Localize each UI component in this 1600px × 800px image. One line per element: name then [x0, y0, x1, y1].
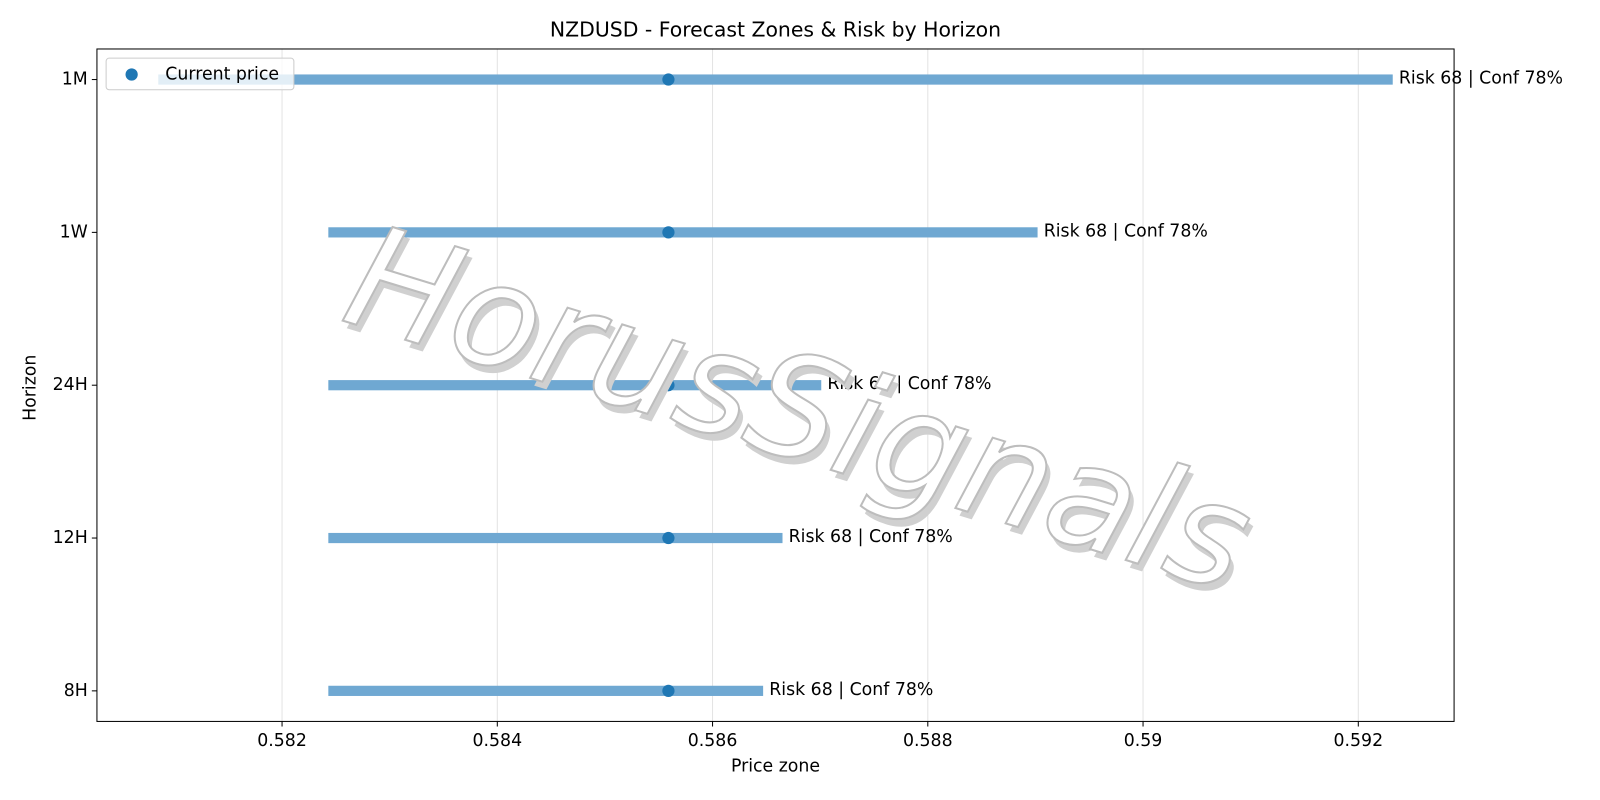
watermark: HorusSignals HorusSignals: [328, 191, 1273, 632]
bar-annotation: Risk 68 | Conf 78%: [1044, 221, 1208, 241]
x-tick-label: 0.59: [1124, 731, 1163, 751]
legend: Current price: [105, 57, 295, 91]
current-price-dot: [662, 684, 675, 697]
bar-annotation: Risk 68 | Conf 78%: [789, 527, 953, 547]
x-tick-label: 0.582: [257, 731, 307, 751]
y-tick-label: 12H: [53, 528, 88, 548]
current-price-dot: [662, 379, 675, 392]
x-tick-label: 0.588: [903, 731, 953, 751]
current-price-dot: [662, 531, 675, 545]
bar-annotation: Risk 68 | Conf 78%: [827, 374, 991, 394]
watermark-text: HorusSignals: [329, 192, 1269, 624]
bar-annotation: Risk 68 | Conf 78%: [769, 680, 933, 700]
x-tick-label: 0.586: [688, 731, 738, 751]
range-bar: [328, 380, 822, 391]
y-axis-label: Horizon: [21, 355, 41, 421]
legend-marker: [125, 68, 138, 81]
range-bar: [158, 74, 1393, 85]
y-tick-label: 24H: [53, 375, 88, 395]
y-tick-label: 8H: [64, 681, 88, 701]
legend-box: [105, 57, 295, 91]
x-axis-label: Price zone: [731, 756, 820, 776]
legend-label: Current price: [165, 64, 279, 84]
y-tick-label: 1M: [62, 70, 88, 90]
range-bar: [328, 685, 764, 696]
x-tick-label: 0.592: [1333, 731, 1383, 751]
range-bar: [328, 227, 1038, 238]
current-price-dot: [662, 73, 675, 86]
y-tick-label: 1W: [60, 222, 88, 242]
bar-annotation: Risk 68 | Conf 78%: [1399, 69, 1563, 89]
current-price-dot: [662, 226, 675, 239]
range-bar: [328, 532, 783, 544]
x-tick-label: 0.584: [472, 731, 522, 751]
chart-title: NZDUSD - Forecast Zones & Risk by Horizo…: [550, 18, 1001, 42]
